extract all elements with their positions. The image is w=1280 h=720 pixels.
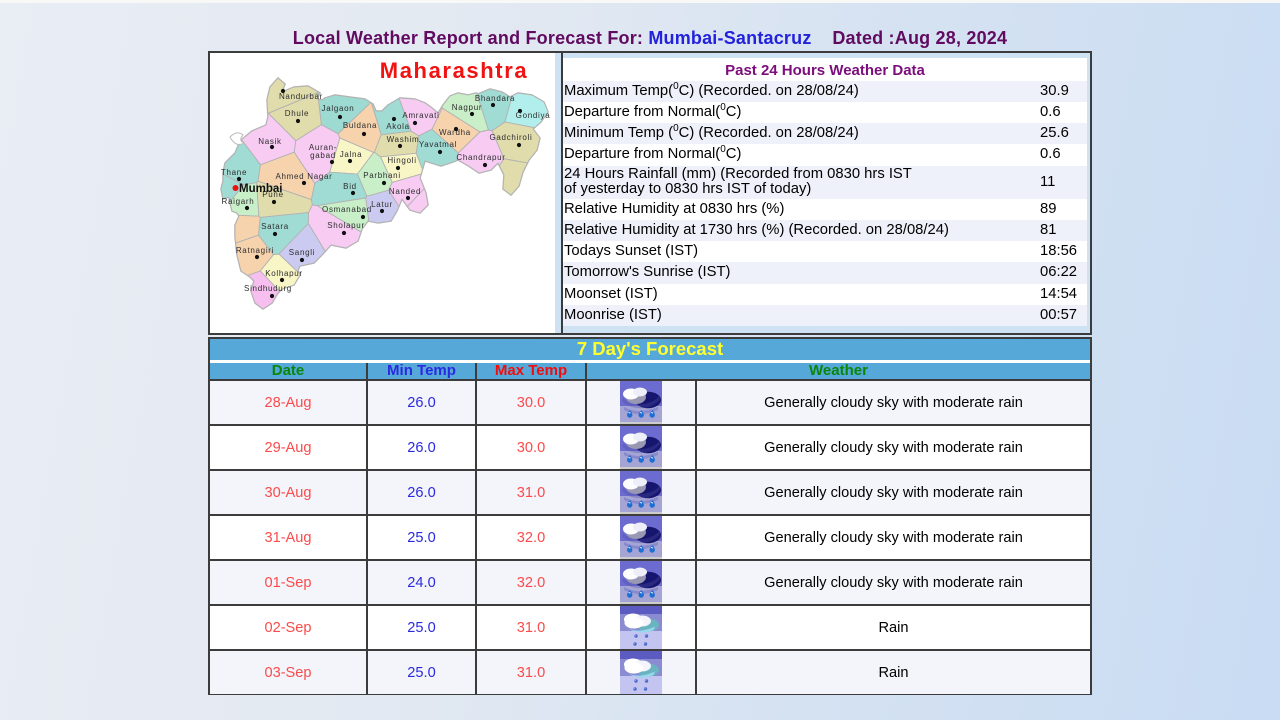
svg-text:Wardha: Wardha xyxy=(439,128,471,137)
svg-text:Chandrapur: Chandrapur xyxy=(456,153,505,162)
svg-text:Osmanabad: Osmanabad xyxy=(322,205,372,214)
svg-text:Gadchiroli: Gadchiroli xyxy=(489,133,532,142)
svg-text:Buldana: Buldana xyxy=(343,121,377,130)
svg-text:Nasik: Nasik xyxy=(258,137,282,146)
svg-text:Amravati: Amravati xyxy=(402,111,439,120)
svg-text:Jalgaon: Jalgaon xyxy=(322,104,355,113)
svg-text:Sindhudurg: Sindhudurg xyxy=(244,284,292,293)
svg-text:Ahmed Nagar: Ahmed Nagar xyxy=(275,172,332,181)
svg-text:Latur: Latur xyxy=(371,200,393,209)
svg-text:Nandurbar: Nandurbar xyxy=(279,92,323,101)
svg-text:Bid: Bid xyxy=(343,182,357,191)
svg-text:Sholapur: Sholapur xyxy=(327,221,365,230)
svg-text:Raigarh: Raigarh xyxy=(222,197,255,206)
svg-text:Hingoli: Hingoli xyxy=(387,156,416,165)
svg-text:Mumbai: Mumbai xyxy=(239,183,282,195)
svg-text:Washim: Washim xyxy=(387,135,420,144)
svg-text:Bhandara: Bhandara xyxy=(475,94,515,103)
svg-text:Dhule: Dhule xyxy=(285,109,309,118)
svg-text:Jalna: Jalna xyxy=(340,150,363,159)
svg-text:Ratnagiri: Ratnagiri xyxy=(236,246,274,255)
svg-text:Kolhapur: Kolhapur xyxy=(265,269,303,278)
svg-text:Nagpur: Nagpur xyxy=(452,103,482,112)
svg-text:Yavatmal: Yavatmal xyxy=(419,140,457,149)
svg-text:Sangli: Sangli xyxy=(289,248,315,257)
svg-text:gabad: gabad xyxy=(310,151,336,160)
svg-text:Auran-: Auran- xyxy=(309,143,337,152)
svg-text:Nanded: Nanded xyxy=(389,187,421,196)
svg-text:Pune: Pune xyxy=(262,190,283,199)
svg-text:Satara: Satara xyxy=(261,222,289,231)
svg-text:Parbhani: Parbhani xyxy=(363,171,401,180)
svg-text:Gondiya: Gondiya xyxy=(516,111,551,120)
svg-text:Akola: Akola xyxy=(386,122,410,131)
svg-text:Thane: Thane xyxy=(221,168,247,177)
